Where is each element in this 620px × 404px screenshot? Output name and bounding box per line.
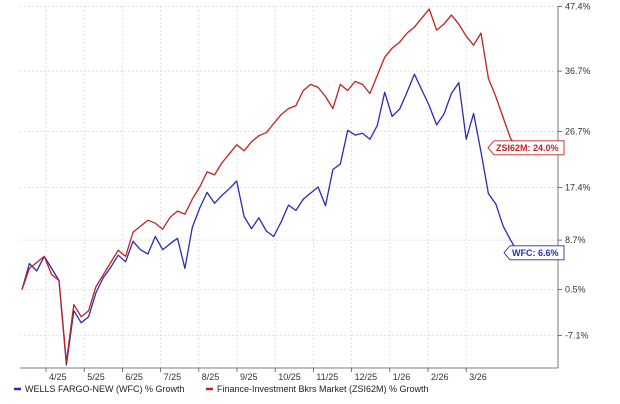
- y-tick-label-2: 26.7%: [565, 126, 591, 136]
- series-line-wfc: [21, 73, 519, 366]
- legend-label-wfc: WELLS FARGO-NEW (WFC) % Growth: [25, 384, 185, 394]
- x-tick-label-8: 12/25: [355, 372, 378, 382]
- y-tick-label-0: 47.4%: [565, 2, 591, 12]
- series-lines: [21, 8, 519, 366]
- y-tick-label-5: 0.5%: [565, 285, 586, 295]
- x-tick-label-7: 11/25: [316, 372, 338, 382]
- end-labels: WFC: 6.6% ZSI62M: 24.0%: [487, 140, 565, 261]
- y-tick-label-3: 17.4%: [565, 183, 591, 193]
- x-tick-label-9: 1/26: [393, 372, 411, 382]
- x-tick-label-5: 9/25: [240, 372, 258, 382]
- x-axis-ticks: 4/25 5/25 6/25 7/25 8/25 9/25 10/25 11/25 12/25 1…: [45, 368, 487, 382]
- y-tick-label-1: 36.7%: [565, 66, 591, 76]
- end-label-zsi62m-box: [487, 140, 565, 156]
- series-line-zsi62m: [21, 8, 519, 363]
- legend-label-zsi62m: Finance-Investment Bkrs Market (ZSI62M) …: [217, 384, 429, 394]
- x-tick-label-0: 4/25: [49, 372, 67, 382]
- end-label-wfc-box: [503, 245, 565, 261]
- legend: WELLS FARGO-NEW (WFC) % Growth Finance-In…: [14, 384, 429, 394]
- end-label-zsi62m-text: ZSI62M: 24.0%: [496, 143, 559, 153]
- y-tick-label-4: 8.7%: [565, 235, 586, 245]
- x-tick-label-11: 3/26: [469, 372, 487, 382]
- y-tick-label-6: -7.1%: [565, 330, 589, 340]
- x-tick-label-4: 8/25: [202, 372, 220, 382]
- grid-lines: [20, 6, 558, 368]
- x-tick-label-2: 6/25: [125, 372, 143, 382]
- end-label-wfc-text: WFC: 6.6%: [512, 248, 559, 258]
- y-axis-ticks: 47.4% 36.7% 26.7% 17.4% 8.7% 0.5% -7.1%: [558, 2, 591, 340]
- x-tick-label-3: 7/25: [164, 372, 182, 382]
- axes: [20, 6, 559, 369]
- x-tick-label-1: 5/25: [87, 372, 105, 382]
- x-tick-label-6: 10/25: [278, 372, 301, 382]
- x-tick-label-10: 2/26: [431, 372, 449, 382]
